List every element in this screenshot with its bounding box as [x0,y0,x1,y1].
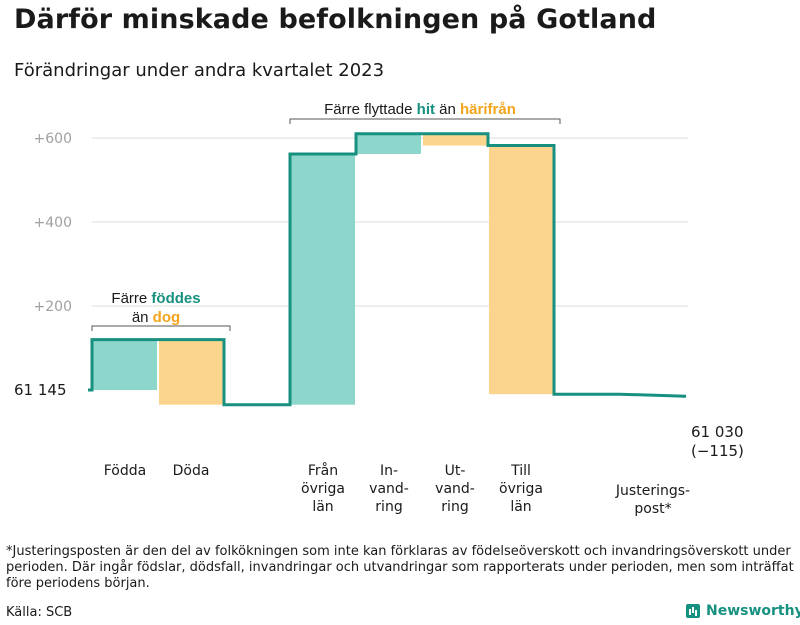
bar-chart-icon [686,604,700,618]
category-label: vand- [369,481,409,497]
annotation-text-plain: Färre flyttade [324,101,417,118]
annotation-bracket [91,325,231,331]
logo-text: Newsworthy [706,603,800,619]
category-label: Till [510,463,531,479]
chart-title: Därför minskade befolkningen på Gotland [14,4,657,35]
bars-layer [93,133,553,405]
grid-layer [92,137,688,307]
category-label: Döda [173,463,210,479]
annotation-text-plain: Färre [111,290,151,307]
y-tick-label: +200 [34,299,72,315]
inflow-bar [93,339,157,390]
waterfall-chart: +200 +400 +600 Födda Döda Från övriga län In-van… [14,101,744,517]
annotation-highlight-out: dog [153,309,181,326]
annotation-highlight-in: hit [417,101,435,118]
annotation-text-plain: än [435,101,460,118]
outflow-bar [159,339,223,405]
category-label: Ut- [445,463,466,479]
annotation-text: Färre föddes [111,290,200,307]
annotation-text: än dog [132,309,180,326]
footnote: *Justeringsposten är den del av folkökni… [6,544,794,591]
category-label: ring [375,499,402,515]
category-label: Födda [104,463,146,479]
annotation-text: Färre flyttade hit än härifrån [324,101,516,118]
y-tick-label: +400 [34,215,72,231]
annotation-bracket [289,118,561,124]
outflow-bar [423,133,487,146]
category-label: Justerings- [615,483,690,499]
category-label: post* [634,501,671,517]
category-label: ring [441,499,468,515]
end-value-label: (−115) [691,442,744,460]
inflow-bar [291,153,355,405]
category-label: vand- [435,481,475,497]
category-label: övriga [499,481,543,497]
y-tick-label: +600 [34,131,72,147]
annotation-text-plain: än [132,309,153,326]
annotation-highlight-in: föddes [151,290,200,307]
end-value-label: 61 030 [691,423,744,441]
chart-subtitle: Förändringar under andra kvartalet 2023 [14,60,385,81]
category-label: län [312,499,333,515]
start-value-label: 61 145 [14,381,67,399]
source-note: Källa: SCB [6,605,73,620]
category-label: In- [380,463,398,479]
category-label: Från [308,462,338,479]
category-label: län [510,499,531,515]
newsworthy-logo: Newsworthy [686,603,800,619]
inflow-bar [357,133,421,154]
annotation-highlight-out: härifrån [460,101,516,118]
category-label: övriga [301,481,345,497]
outflow-bar [489,145,553,395]
cumulative-step-line [88,132,687,407]
text-layer: +200 +400 +600 Födda Döda Från övriga län In-van… [14,101,744,517]
line-layer [88,132,687,407]
